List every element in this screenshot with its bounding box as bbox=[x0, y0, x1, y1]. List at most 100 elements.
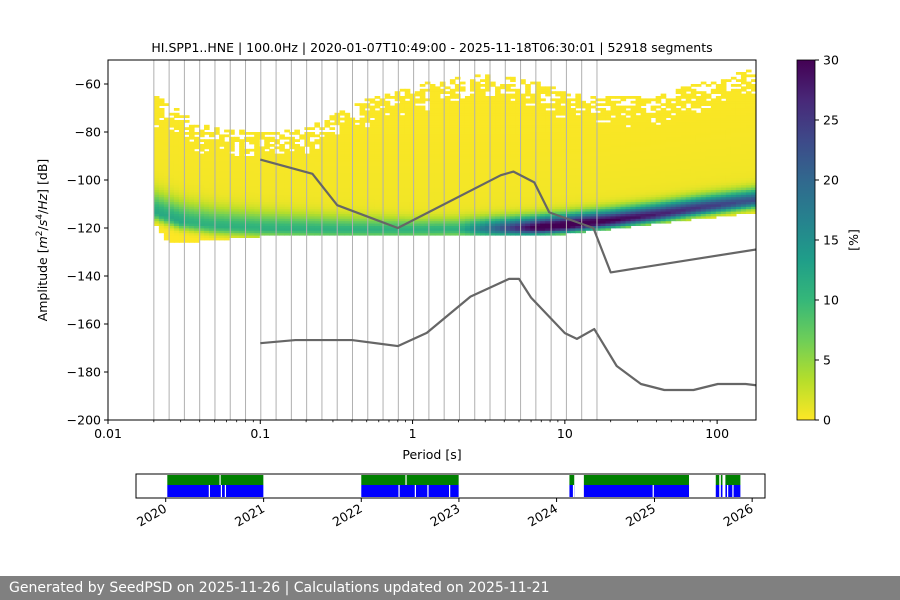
heat-cell bbox=[625, 112, 632, 116]
heat-cell bbox=[254, 163, 260, 166]
heat-cell bbox=[444, 170, 451, 174]
heat-cell bbox=[209, 213, 215, 217]
heat-cell bbox=[495, 124, 501, 128]
heat-cell bbox=[510, 192, 516, 195]
heat-cell bbox=[289, 201, 295, 205]
heat-cell bbox=[409, 158, 416, 162]
heat-cell bbox=[214, 216, 220, 219]
heat-cell bbox=[485, 98, 491, 102]
heat-cell bbox=[178, 237, 185, 241]
heat-cell bbox=[535, 192, 541, 195]
heat-cell bbox=[409, 100, 416, 104]
heat-cell bbox=[199, 235, 205, 238]
heat-cell bbox=[254, 182, 260, 186]
heat-cell bbox=[600, 165, 607, 169]
heat-cell bbox=[369, 165, 376, 169]
heat-cell bbox=[469, 105, 476, 109]
heat-cell bbox=[595, 223, 602, 226]
heat-cell bbox=[525, 136, 531, 140]
heat-cell bbox=[404, 112, 411, 116]
heat-cell bbox=[474, 110, 481, 114]
heat-cell bbox=[615, 199, 622, 202]
heat-cell bbox=[439, 225, 446, 229]
heat-cell bbox=[545, 189, 551, 193]
heat-cell bbox=[535, 184, 541, 188]
heat-cell bbox=[550, 187, 556, 190]
heat-cell bbox=[505, 187, 511, 190]
heat-cell bbox=[500, 158, 506, 162]
heat-cell bbox=[555, 177, 561, 181]
heat-cell bbox=[309, 211, 316, 214]
heat-cell bbox=[620, 204, 627, 207]
heat-cell bbox=[505, 158, 511, 162]
heat-cell bbox=[229, 175, 235, 178]
heat-cell bbox=[274, 220, 280, 224]
heat-cell bbox=[384, 144, 391, 147]
heat-cell bbox=[289, 223, 295, 226]
heat-cell bbox=[530, 208, 536, 212]
heat-cell bbox=[605, 172, 612, 176]
heat-cell bbox=[444, 110, 451, 114]
heat-cell bbox=[615, 117, 622, 121]
heat-cell bbox=[384, 148, 391, 152]
heat-cell bbox=[610, 213, 617, 217]
heat-cell bbox=[369, 132, 376, 135]
heat-cell bbox=[163, 213, 170, 217]
heat-cell bbox=[615, 120, 622, 123]
heat-cell bbox=[168, 223, 175, 226]
heat-cell bbox=[424, 98, 431, 102]
heat-cell bbox=[374, 112, 381, 116]
heat-cell bbox=[389, 170, 396, 174]
heat-cell bbox=[329, 211, 336, 214]
heat-cell bbox=[560, 232, 566, 236]
heat-cell bbox=[510, 225, 516, 229]
heat-cell bbox=[384, 132, 391, 135]
heat-cell bbox=[264, 180, 270, 183]
heat-cell bbox=[625, 136, 632, 140]
heat-cell bbox=[610, 158, 617, 162]
heat-cell bbox=[550, 175, 556, 178]
heat-cell bbox=[474, 120, 481, 123]
heat-cell bbox=[219, 151, 225, 154]
heat-cell bbox=[168, 153, 175, 157]
heat-cell bbox=[585, 158, 592, 162]
heat-cell bbox=[274, 168, 280, 171]
heat-cell bbox=[239, 230, 245, 234]
heat-cell bbox=[359, 144, 366, 147]
heat-cell bbox=[414, 165, 421, 169]
heat-cell bbox=[168, 201, 175, 205]
heat-cell bbox=[178, 127, 185, 130]
heat-cell bbox=[515, 129, 521, 133]
heat-cell bbox=[269, 175, 275, 178]
heat-cell bbox=[394, 218, 401, 222]
heat-cell bbox=[379, 124, 386, 128]
heat-cell bbox=[339, 139, 346, 142]
heat-cell bbox=[153, 196, 160, 200]
heat-cell bbox=[495, 117, 501, 121]
heat-cell bbox=[515, 148, 521, 152]
heat-cell bbox=[615, 153, 622, 157]
heat-cell bbox=[474, 182, 481, 186]
heat-cell bbox=[394, 136, 401, 140]
heat-cell bbox=[510, 100, 516, 104]
heat-cell bbox=[595, 112, 602, 116]
heat-cell bbox=[284, 223, 290, 226]
heat-cell bbox=[590, 218, 597, 222]
heat-cell bbox=[454, 206, 461, 210]
heat-cell bbox=[359, 232, 366, 236]
heat-cell bbox=[199, 196, 205, 200]
heat-cell bbox=[199, 170, 205, 174]
heat-cell bbox=[480, 168, 486, 171]
heat-cell bbox=[183, 225, 190, 229]
heat-cell bbox=[585, 172, 592, 176]
heat-cell bbox=[224, 213, 230, 217]
heat-cell bbox=[580, 115, 586, 118]
heat-cell bbox=[540, 127, 546, 130]
heat-cell bbox=[219, 180, 225, 183]
heat-cell bbox=[173, 165, 180, 169]
heat-cell bbox=[404, 213, 411, 217]
heat-cell bbox=[585, 160, 592, 164]
heat-cell bbox=[414, 168, 421, 171]
heat-cell bbox=[474, 168, 481, 171]
heat-cell bbox=[444, 96, 451, 99]
